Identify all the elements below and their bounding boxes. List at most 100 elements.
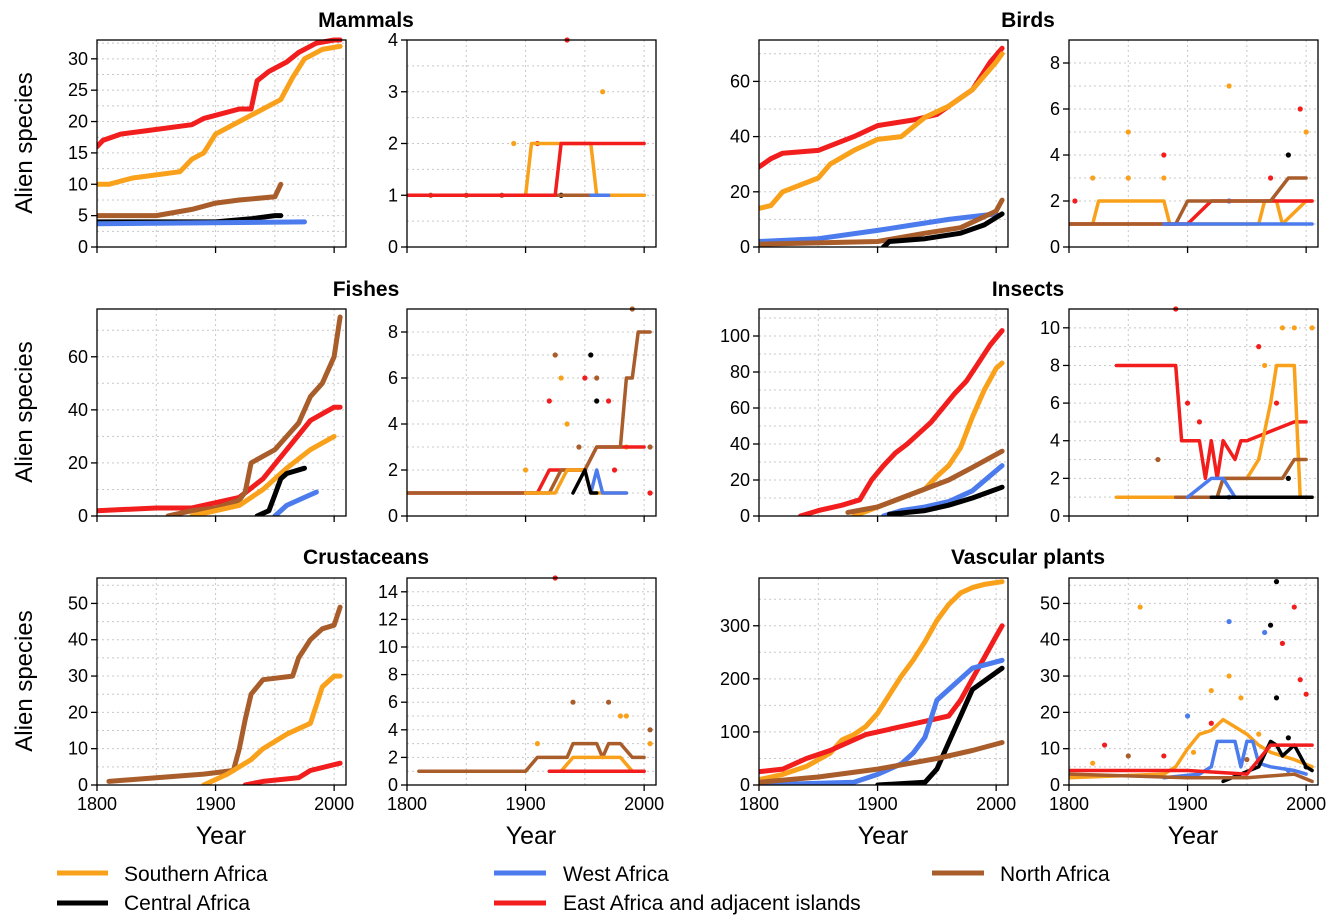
- legend-label: North Africa: [1000, 863, 1110, 886]
- x-tick-label: 1800: [739, 794, 779, 814]
- data-point: [582, 375, 588, 381]
- y-tick-label: 20: [730, 182, 750, 202]
- data-point: [1262, 629, 1268, 636]
- y-tick-label: 60: [68, 347, 88, 367]
- y-axis-label-row1: Alien species: [11, 72, 38, 213]
- plot-area: [798, 328, 1005, 516]
- y-tick-label: 40: [1040, 630, 1060, 650]
- x-tick-label: 2000: [624, 794, 664, 814]
- x-tick-label: 1800: [387, 794, 427, 814]
- y-tick-label: 2: [388, 747, 398, 767]
- data-point: [1267, 175, 1274, 181]
- x-tick-label: 2000: [976, 794, 1016, 814]
- plot-area: [106, 604, 343, 785]
- panel-mammals-cumulative: 0 5 10 15 20 25 30: [68, 37, 347, 257]
- y-tick-label: 2: [1050, 468, 1060, 488]
- data-point: [1273, 579, 1280, 585]
- data-point: [1125, 753, 1131, 759]
- y-tick-label: 20: [68, 112, 88, 132]
- y-tick-label: 100: [720, 722, 750, 742]
- data-point: [1303, 129, 1309, 135]
- panel-birds-cumulative: 0 20 40 60: [730, 39, 1009, 257]
- panel-mammals-per-decade: 0 1 2 3 4: [388, 30, 657, 257]
- data-point: [1208, 687, 1214, 694]
- data-point: [1279, 640, 1286, 646]
- data-point: [647, 741, 653, 747]
- series-line-east-africa-and-adjacent-islands: [407, 141, 646, 198]
- series-line-west-africa: [759, 657, 1005, 785]
- plot-area: [97, 37, 343, 227]
- x-tick-label: 2000: [314, 794, 354, 814]
- y-tick-label: 0: [1050, 237, 1060, 257]
- data-point: [605, 699, 612, 705]
- y-tick-label: 4: [1050, 431, 1060, 451]
- y-tick-label: 4: [388, 414, 398, 434]
- data-point: [617, 713, 624, 719]
- data-point: [1238, 695, 1244, 701]
- y-tick-label: 25: [68, 80, 88, 100]
- series-line-north-africa: [165, 314, 343, 516]
- data-point: [1196, 419, 1203, 425]
- series-line-east-africa-and-adjacent-islands: [1069, 743, 1314, 776]
- y-tick-label: 8: [1050, 53, 1060, 73]
- chart-panels: 0510152025300123402040600246802040600246…: [68, 30, 1326, 814]
- panel-frame: [1068, 308, 1319, 517]
- data-point: [1279, 325, 1286, 331]
- y-tick-label: 10: [1040, 739, 1060, 759]
- series-line-east-africa-and-adjacent-islands: [97, 37, 343, 150]
- series-line-north-africa: [845, 448, 1005, 515]
- y-tick-label: 0: [740, 506, 750, 526]
- panel-crustaceans-per-decade: 0 2 4 6 8 10 12 14 1800 1900 2000: [378, 575, 664, 814]
- legend-item-southern-africa: Southern Africa: [57, 863, 268, 886]
- legend-item-east-africa: East Africa and adjacent islands: [494, 892, 861, 915]
- series-line-east-africa-and-adjacent-islands: [798, 328, 1005, 516]
- panel-frame: [96, 308, 347, 517]
- series-line-north-africa: [1069, 772, 1314, 784]
- series-line-east-africa-and-adjacent-islands: [759, 45, 1005, 170]
- y-tick-label: 30: [68, 49, 88, 69]
- y-tick-label: 4: [1050, 145, 1060, 165]
- data-point: [1262, 362, 1268, 369]
- panel-crustaceans-cumulative: 0 10 20 30 40 50 1800 1900 2000: [68, 577, 354, 814]
- y-tick-label: 30: [1040, 666, 1060, 686]
- data-point: [623, 713, 629, 719]
- data-point: [611, 467, 618, 473]
- y-tick-label: 10: [68, 739, 88, 759]
- panel-frame: [758, 577, 1009, 786]
- data-point: [1285, 475, 1291, 481]
- panel-insects-cumulative: 0 20 40 60 80 100: [720, 308, 1009, 526]
- series-line-north-africa: [407, 330, 652, 495]
- data-point: [594, 375, 600, 381]
- y-tick-label: 1: [388, 185, 398, 205]
- panel-frame: [406, 308, 657, 517]
- data-point: [1208, 720, 1214, 726]
- series-line-west-africa: [759, 211, 999, 244]
- data-point: [546, 398, 552, 404]
- plot-area: [1069, 579, 1314, 784]
- x-axis-label-col4: Year: [1168, 822, 1219, 850]
- data-point: [1125, 175, 1131, 181]
- plot-area: [97, 314, 343, 516]
- plot-area: [407, 37, 646, 198]
- data-point: [1256, 344, 1262, 350]
- panel-fishes-per-decade: 0 2 4 6 8: [388, 306, 657, 526]
- data-point: [576, 444, 582, 450]
- y-tick-label: 0: [388, 237, 398, 257]
- panel-vascular-plants-per-decade: 0 10 20 30 40 50 1800 1900 2000: [1040, 577, 1326, 814]
- y-tick-label: 50: [1040, 593, 1060, 613]
- panel-frame: [406, 577, 657, 786]
- panel-birds-per-decade: 0 2 4 6 8: [1050, 39, 1319, 257]
- y-tick-label: 2: [388, 134, 398, 154]
- data-point: [1125, 129, 1131, 135]
- data-point: [1184, 713, 1191, 719]
- series-line-southern-africa: [201, 673, 343, 785]
- y-tick-label: 0: [78, 506, 88, 526]
- data-point: [1226, 618, 1232, 625]
- y-tick-label: 10: [68, 174, 88, 194]
- title-mammals: Mammals: [318, 9, 414, 32]
- y-tick-label: 20: [68, 453, 88, 473]
- x-tick-label: 1800: [1049, 794, 1089, 814]
- y-axis-labels: Alien species Alien species Alien specie…: [11, 72, 38, 751]
- title-crustaceans: Crustaceans: [303, 546, 429, 569]
